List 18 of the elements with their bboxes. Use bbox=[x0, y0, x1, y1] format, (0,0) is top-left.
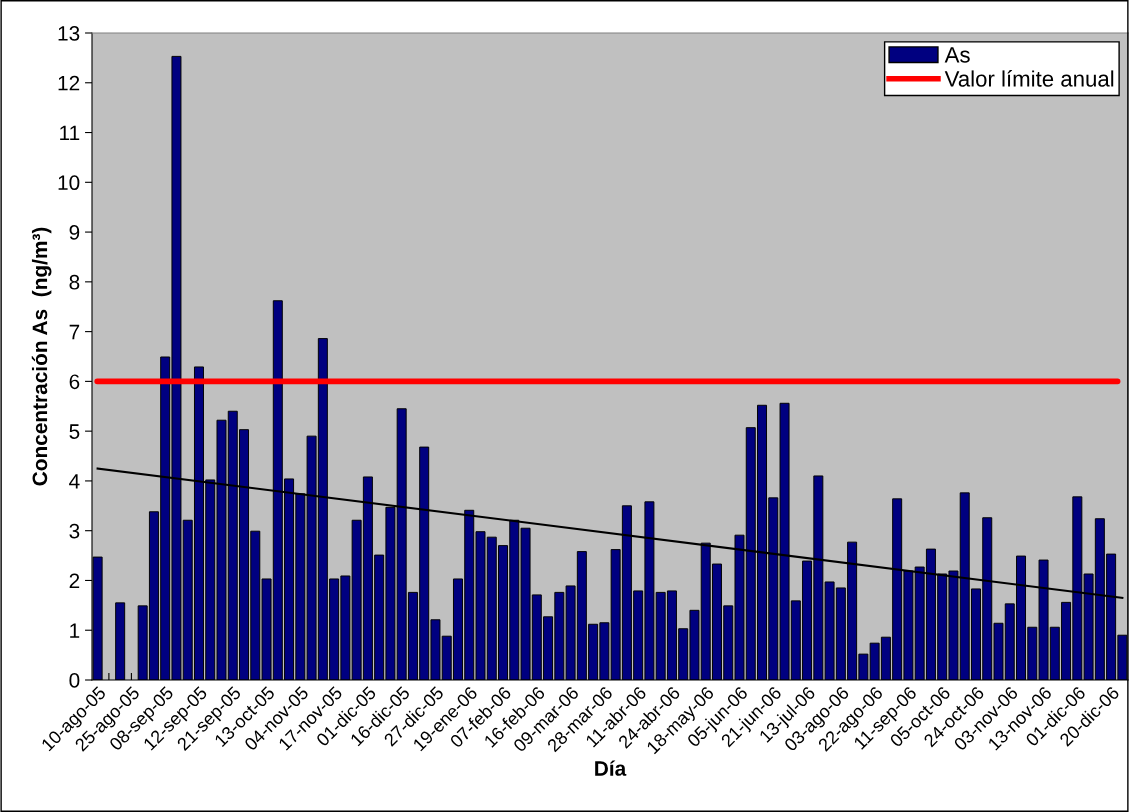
y-tick-label: 10 bbox=[58, 175, 80, 191]
y-tick-label: 2 bbox=[69, 573, 80, 589]
y-tick-label: 0 bbox=[69, 673, 80, 688]
y-tick-label: 6 bbox=[69, 374, 80, 390]
y-axis-title: Concentración As (ng/m³) bbox=[31, 227, 52, 486]
y-tick-label: 7 bbox=[69, 324, 80, 340]
y-tick-label: 9 bbox=[69, 225, 80, 240]
y-tick-label: 1 bbox=[70, 623, 80, 638]
y-tick-label: 3 bbox=[69, 523, 80, 539]
y-tick-label: 12 bbox=[58, 75, 80, 91]
y-tick-label: 4 bbox=[69, 474, 80, 489]
legend-label: As bbox=[944, 47, 970, 63]
y-tick-label: 8 bbox=[69, 274, 80, 290]
y-tick-label: 5 bbox=[69, 424, 80, 439]
y-tick-label: 11 bbox=[60, 125, 80, 141]
x-axis-title: Día bbox=[595, 760, 627, 776]
y-tick-label: 13 bbox=[58, 26, 80, 41]
legend-label: Valor límite anual bbox=[944, 70, 1114, 87]
